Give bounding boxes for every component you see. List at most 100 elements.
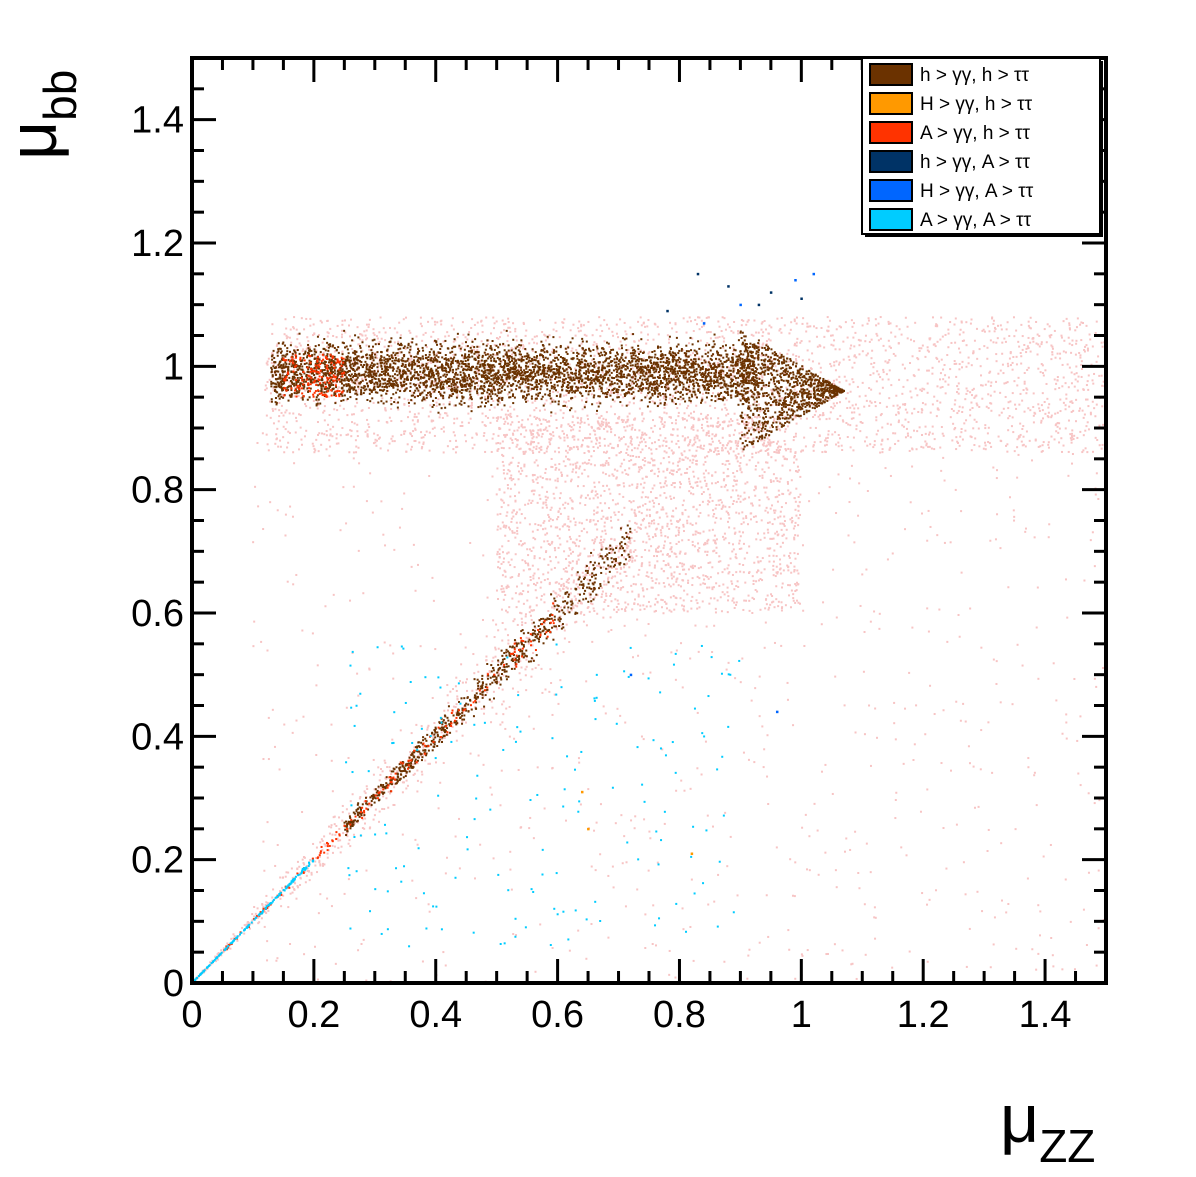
background-point bbox=[746, 481, 749, 484]
background-point bbox=[405, 779, 408, 782]
background-point bbox=[265, 414, 268, 417]
background-point bbox=[827, 325, 830, 328]
background-point bbox=[313, 356, 316, 359]
background-point bbox=[1067, 336, 1070, 339]
background-point bbox=[1079, 354, 1082, 357]
background-point bbox=[731, 573, 734, 576]
background-point bbox=[848, 358, 851, 361]
background-point bbox=[1002, 372, 1005, 375]
background-point bbox=[503, 329, 506, 332]
background-point bbox=[332, 334, 335, 337]
background-point bbox=[518, 672, 521, 675]
background-point bbox=[1040, 343, 1043, 346]
background-point bbox=[1089, 411, 1092, 414]
background-point bbox=[681, 513, 684, 516]
background-point bbox=[342, 407, 345, 410]
background-point bbox=[364, 430, 367, 433]
background-point bbox=[748, 609, 751, 612]
background-point bbox=[634, 583, 637, 586]
background-point bbox=[578, 553, 581, 556]
background-point bbox=[644, 502, 647, 505]
background-point bbox=[698, 328, 701, 331]
background-point bbox=[373, 333, 376, 336]
background-point bbox=[341, 427, 344, 430]
background-point bbox=[703, 444, 706, 447]
background-point bbox=[513, 656, 516, 659]
background-point bbox=[315, 846, 318, 849]
background-point bbox=[774, 459, 777, 462]
background-point bbox=[464, 434, 467, 437]
background-point bbox=[583, 353, 586, 356]
background-point bbox=[780, 506, 783, 509]
background-point bbox=[674, 422, 677, 425]
background-point bbox=[832, 402, 835, 405]
background-point bbox=[742, 608, 745, 611]
background-point bbox=[418, 441, 421, 444]
background-point bbox=[783, 324, 786, 327]
background-point bbox=[284, 411, 287, 414]
background-point bbox=[578, 426, 581, 429]
background-point bbox=[783, 372, 786, 375]
background-point bbox=[1098, 374, 1101, 377]
background-point bbox=[688, 480, 691, 483]
background-point bbox=[678, 446, 681, 449]
background-point bbox=[624, 421, 627, 424]
background-point bbox=[588, 573, 591, 576]
background-point bbox=[1080, 321, 1083, 324]
background-point bbox=[1064, 382, 1067, 385]
background-point bbox=[865, 399, 868, 402]
background-point bbox=[527, 590, 530, 593]
background-point bbox=[636, 485, 639, 488]
background-point bbox=[528, 606, 531, 609]
background-point bbox=[737, 440, 740, 443]
background-point bbox=[305, 405, 308, 408]
background-point bbox=[719, 517, 722, 520]
background-point bbox=[725, 460, 728, 463]
background-point bbox=[970, 318, 973, 321]
background-point bbox=[204, 968, 207, 971]
background-point bbox=[651, 536, 654, 539]
background-point bbox=[552, 390, 555, 393]
background-point bbox=[266, 360, 269, 363]
background-point bbox=[543, 601, 546, 604]
background-point bbox=[626, 562, 629, 565]
background-point bbox=[849, 347, 852, 350]
background-point bbox=[610, 592, 613, 595]
background-point bbox=[958, 347, 961, 350]
background-point bbox=[313, 451, 316, 454]
background-point bbox=[730, 330, 733, 333]
background-point bbox=[792, 597, 795, 600]
background-point bbox=[1012, 316, 1015, 319]
background-point bbox=[668, 397, 671, 400]
background-point bbox=[688, 316, 691, 319]
background-point bbox=[771, 359, 774, 362]
background-point bbox=[614, 598, 617, 601]
background-point bbox=[580, 602, 583, 605]
background-point bbox=[1021, 399, 1024, 402]
background-point bbox=[512, 515, 515, 518]
background-point bbox=[706, 331, 709, 334]
background-point bbox=[456, 336, 459, 339]
background-point bbox=[577, 476, 580, 479]
background-point bbox=[690, 485, 693, 488]
background-point bbox=[269, 400, 272, 403]
background-point bbox=[413, 413, 416, 416]
background-point bbox=[706, 414, 709, 417]
background-point bbox=[983, 345, 986, 348]
background-point bbox=[694, 441, 697, 444]
background-point bbox=[718, 555, 721, 558]
background-point bbox=[724, 447, 727, 450]
background-point bbox=[628, 392, 631, 395]
background-point bbox=[383, 808, 386, 811]
background-point bbox=[668, 555, 671, 558]
background-point bbox=[368, 348, 371, 351]
background-point bbox=[735, 447, 738, 450]
background-point bbox=[402, 318, 405, 321]
background-point bbox=[471, 345, 474, 348]
background-point bbox=[888, 397, 891, 400]
background-point bbox=[655, 578, 658, 581]
background-point bbox=[799, 417, 802, 420]
background-point bbox=[981, 397, 984, 400]
background-point bbox=[361, 334, 364, 337]
background-point bbox=[695, 434, 698, 437]
